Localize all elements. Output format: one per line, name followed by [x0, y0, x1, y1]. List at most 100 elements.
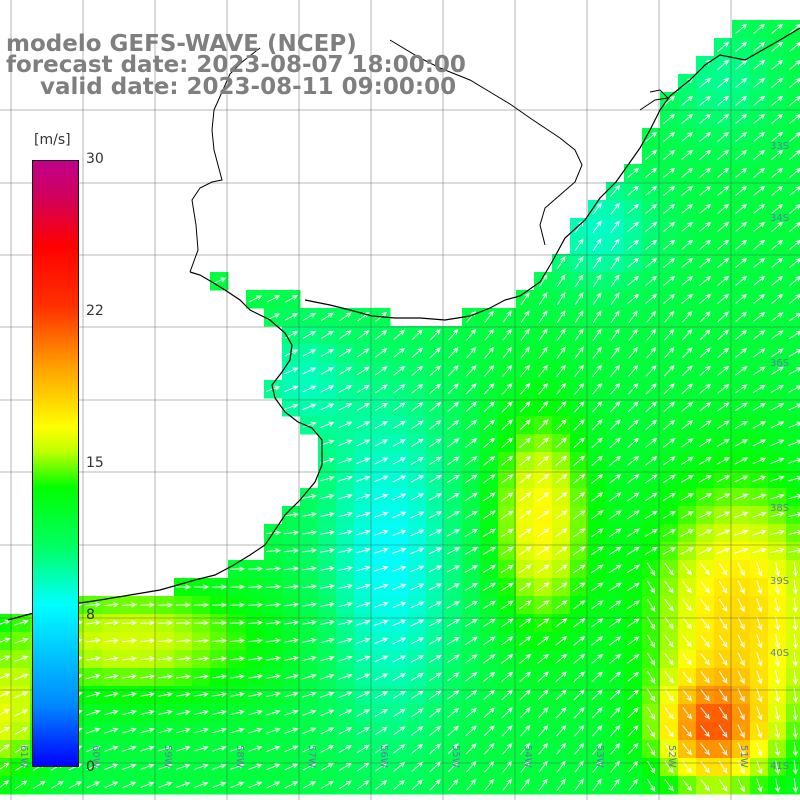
wind-arrow: [788, 330, 800, 340]
wind-arrow: [792, 741, 798, 758]
wind-arrow: [140, 763, 155, 770]
wind-arrow: [645, 149, 658, 160]
wind-arrow: [320, 619, 335, 625]
wind-arrow: [446, 456, 460, 466]
wind-arrow: [574, 364, 584, 377]
wind-arrow: [681, 419, 694, 430]
wind-arrow: [338, 475, 353, 482]
wind-arrow: [574, 778, 584, 791]
wind-arrow: [645, 257, 658, 268]
wind-arrow: [682, 617, 692, 630]
wind-arrow: [591, 510, 604, 520]
wind-arrow: [501, 455, 514, 466]
wind-arrow: [699, 311, 711, 323]
wind-arrow: [680, 529, 695, 537]
wind-arrow: [556, 310, 566, 324]
wind-arrow: [374, 547, 389, 554]
wind-arrow: [194, 763, 209, 770]
wind-arrow: [374, 565, 389, 572]
wind-arrow: [789, 114, 800, 124]
wind-arrow: [212, 691, 228, 698]
wind-arrow: [410, 655, 425, 663]
wind-arrow: [572, 546, 586, 556]
wind-arrow: [718, 670, 728, 684]
wind-arrow: [230, 656, 246, 662]
wind-arrow: [500, 528, 514, 538]
wind-arrow: [357, 348, 370, 358]
wind-arrow: [645, 203, 658, 214]
wind-arrow: [338, 493, 353, 500]
wind-arrow: [699, 329, 711, 341]
wind-arrow: [483, 654, 496, 664]
wind-arrow: [752, 511, 767, 518]
wind-arrow: [716, 511, 731, 519]
wind-arrow: [536, 564, 550, 574]
wind-arrow: [699, 293, 712, 304]
wind-arrow: [771, 239, 784, 250]
wind-arrow: [680, 493, 695, 501]
wind-arrow: [646, 688, 656, 702]
wind-arrow: [645, 275, 658, 286]
wind-arrow: [320, 493, 335, 500]
wind-arrow: [771, 59, 784, 70]
wind-arrow: [86, 745, 101, 753]
wind-arrow: [753, 257, 766, 268]
wind-arrow: [756, 616, 763, 631]
wind-arrow: [788, 457, 800, 464]
wind-arrow: [520, 346, 530, 359]
wind-arrow: [140, 691, 156, 698]
wind-arrow: [284, 727, 299, 734]
wind-arrow: [466, 346, 477, 359]
wind-arrow: [356, 726, 371, 735]
wind-arrow: [555, 671, 568, 683]
wind-arrow: [357, 780, 370, 790]
wind-arrow: [410, 475, 425, 483]
wind-arrow: [356, 637, 371, 644]
wind-arrow: [699, 185, 712, 196]
wind-arrow: [538, 328, 548, 341]
wind-arrow: [302, 619, 318, 626]
wind-arrow: [572, 564, 586, 574]
wind-arrow: [574, 724, 585, 737]
wind-arrow: [176, 745, 191, 752]
wind-arrow: [122, 673, 138, 680]
wind-arrow: [411, 708, 424, 718]
wind-arrow: [664, 599, 674, 612]
wind-arrow: [610, 742, 621, 755]
wind-arrow: [717, 167, 730, 178]
wind-arrow: [248, 781, 263, 789]
wind-arrow: [734, 493, 749, 501]
wind-arrow: [771, 293, 784, 304]
wind-arrow: [775, 760, 781, 775]
wind-arrow: [663, 346, 675, 359]
wind-arrow: [574, 238, 584, 252]
wind-arrow: [320, 637, 335, 644]
wind-arrow: [770, 403, 785, 411]
wind-arrow: [572, 582, 586, 592]
wind-arrow: [320, 691, 335, 698]
wind-arrow: [428, 511, 443, 519]
wind-arrow: [14, 727, 29, 735]
wind-arrow: [338, 727, 353, 735]
wind-arrow: [519, 618, 532, 628]
wind-arrow: [536, 582, 550, 592]
wind-arrow: [428, 619, 443, 627]
wind-arrow: [555, 419, 567, 431]
wind-arrow: [771, 330, 784, 340]
wind-arrow: [699, 131, 712, 142]
wind-arrow: [789, 24, 800, 34]
wind-arrow: [212, 277, 227, 285]
wind-arrow: [775, 742, 781, 757]
wind-arrow: [752, 493, 767, 500]
wind-arrow: [789, 240, 800, 250]
wind-arrow: [716, 420, 730, 430]
wind-arrow: [592, 310, 602, 324]
wind-arrow: [484, 310, 494, 323]
wind-arrow: [699, 275, 712, 286]
wind-arrow: [735, 77, 748, 88]
wind-arrow: [626, 564, 640, 574]
wind-arrow: [717, 275, 730, 286]
colorbar-unit: [m/s]: [34, 132, 71, 148]
wind-arrow: [789, 42, 800, 52]
wind-arrow: [663, 149, 676, 160]
